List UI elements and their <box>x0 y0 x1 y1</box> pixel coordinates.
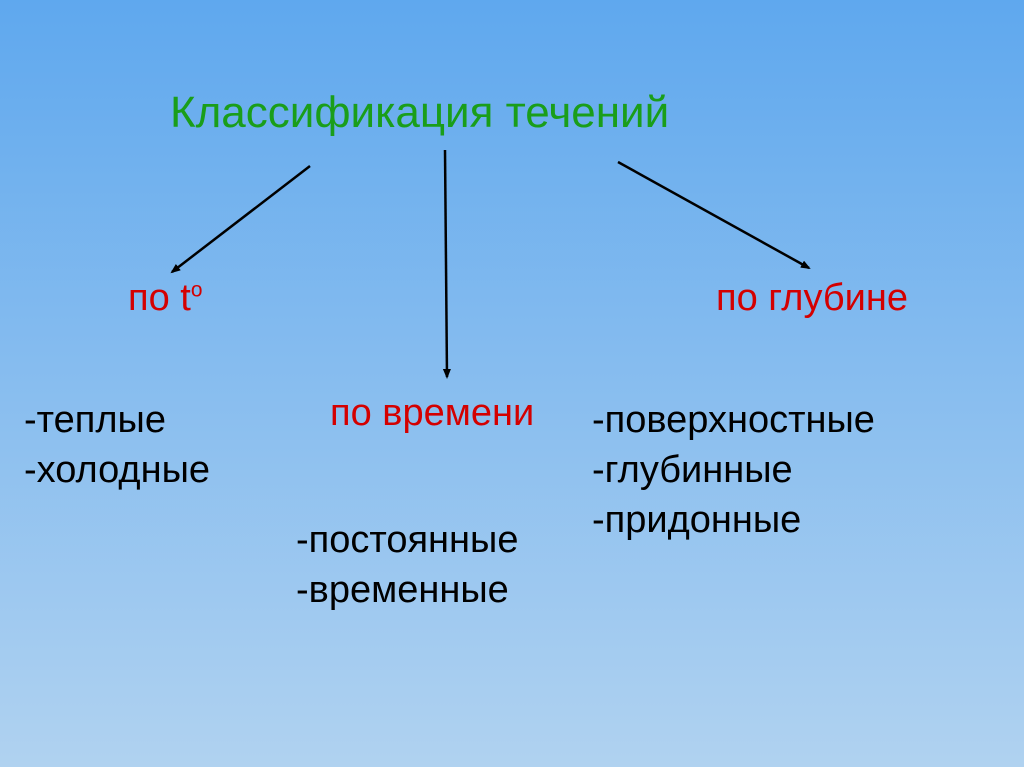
category-depth: по глубине <box>716 277 908 320</box>
category-temperature-label: по t <box>128 277 191 319</box>
item-cold: -холодные <box>24 449 210 492</box>
category-time: по времени <box>330 392 534 435</box>
category-temperature-sup: o <box>191 278 203 301</box>
item-temporary: -временные <box>296 569 509 612</box>
item-deep: -глубинные <box>592 449 793 492</box>
diagram-content: Классификация течений по to -теплые -хол… <box>0 0 1024 767</box>
item-warm: -теплые <box>24 399 166 442</box>
item-surface: -поверхностные <box>592 399 875 442</box>
diagram-title: Классификация течений <box>170 88 669 138</box>
item-bottom: -придонные <box>592 499 801 542</box>
item-permanent: -постоянные <box>296 519 518 562</box>
category-temperature: по to <box>128 277 202 320</box>
